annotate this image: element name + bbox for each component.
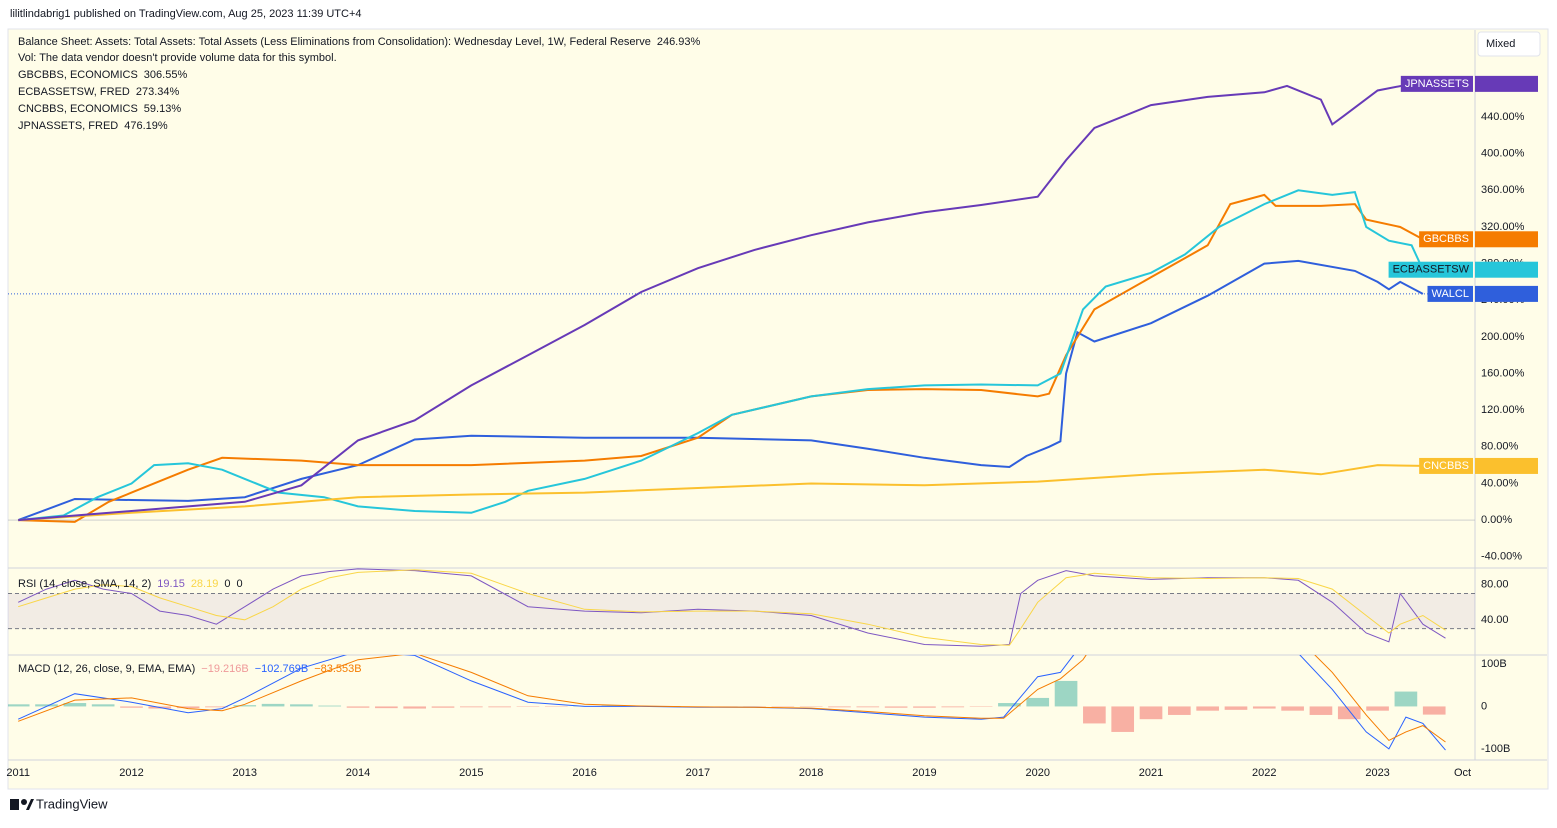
x-tick-label: 2018 xyxy=(799,767,823,779)
histogram-bar xyxy=(913,706,936,707)
histogram-bar xyxy=(1111,706,1134,732)
series-name-tag: CNCBBS xyxy=(1423,460,1469,472)
y-tick-label: 40.00% xyxy=(1481,477,1519,489)
y-tick-label: 320.00% xyxy=(1481,221,1525,233)
legend-label: ECBASSETSW, FRED xyxy=(18,86,130,98)
histogram-bar xyxy=(856,706,879,707)
y-tick-label: 80.00 xyxy=(1481,579,1509,591)
y-tick-label: -40.00% xyxy=(1481,551,1522,563)
histogram-bar xyxy=(460,706,483,707)
legend-value: 246.93% xyxy=(657,36,701,48)
histogram-bar xyxy=(1395,692,1418,707)
chart-area xyxy=(8,29,1548,789)
scale-button-label[interactable]: Mixed xyxy=(1486,38,1515,50)
histogram-bar xyxy=(375,706,398,708)
legend-value: 19.15 xyxy=(157,578,185,590)
x-tick-label: 2016 xyxy=(572,767,596,779)
legend-subtitle: Vol: The data vendor doesn't provide vol… xyxy=(18,52,337,64)
legend-label: Balance Sheet: Assets: Total Assets: Tot… xyxy=(18,36,651,48)
legend-value: 0 xyxy=(236,578,242,590)
y-tick-label: 100B xyxy=(1481,658,1507,670)
x-tick-label: 2013 xyxy=(233,767,257,779)
histogram-bar xyxy=(92,704,115,706)
histogram-bar xyxy=(1253,706,1276,708)
series-name-tag: WALCL xyxy=(1432,288,1470,300)
histogram-bar xyxy=(432,706,455,707)
price-tag xyxy=(1475,262,1538,278)
legend-value: 306.55% xyxy=(144,69,188,81)
histogram-bar xyxy=(1140,706,1163,719)
histogram-bar xyxy=(1168,706,1191,715)
histogram-bar xyxy=(1083,706,1106,723)
price-tag xyxy=(1475,286,1538,302)
x-tick-label: 2020 xyxy=(1025,767,1049,779)
legend-value: 476.19% xyxy=(124,120,168,132)
y-tick-label: 40.00 xyxy=(1481,614,1509,626)
y-tick-label: 440.00% xyxy=(1481,111,1525,123)
legend-value: 273.34% xyxy=(136,86,180,98)
y-tick-label: 400.00% xyxy=(1481,148,1525,160)
histogram-bar xyxy=(1366,706,1389,710)
histogram-bar xyxy=(262,704,285,707)
histogram-bar xyxy=(290,704,313,706)
series-name-tag: ECBASSETSW xyxy=(1393,264,1470,276)
price-tag xyxy=(1475,231,1538,247)
y-tick-label: 360.00% xyxy=(1481,184,1525,196)
x-tick-label: 2019 xyxy=(912,767,936,779)
publish-header: lilitlindabrig1 published on TradingView… xyxy=(10,8,362,20)
x-tick-label: 2014 xyxy=(346,767,370,779)
y-tick-label: 0.00% xyxy=(1481,514,1512,526)
histogram-bar xyxy=(7,704,30,706)
histogram-bar xyxy=(998,703,1021,706)
x-tick-label: 2022 xyxy=(1252,767,1276,779)
histogram-bar xyxy=(1423,706,1446,714)
legend-value: −102.769B xyxy=(255,663,309,675)
price-tag xyxy=(1475,458,1538,474)
histogram-bar xyxy=(828,706,851,707)
x-tick-label: 2012 xyxy=(119,767,143,779)
histogram-bar xyxy=(318,706,341,707)
histogram-bar xyxy=(1026,698,1049,707)
legend-label: CNCBBS, ECONOMICS xyxy=(18,103,138,115)
y-tick-label: 160.00% xyxy=(1481,367,1525,379)
logo xyxy=(10,799,34,810)
histogram-bar xyxy=(120,706,143,707)
x-tick-label: Oct xyxy=(1454,767,1471,779)
legend-label: RSI (14, close, SMA, 14, 2) xyxy=(18,578,151,590)
histogram-bar xyxy=(1338,706,1361,719)
legend-label: JPNASSETS, FRED xyxy=(18,120,118,132)
price-tag xyxy=(1475,76,1538,92)
y-tick-label: 0 xyxy=(1481,700,1487,712)
legend-value: −19.216B xyxy=(201,663,248,675)
histogram-bar xyxy=(1310,706,1333,715)
series-name-tag: GBCBBS xyxy=(1423,233,1469,245)
x-tick-label: 2023 xyxy=(1365,767,1389,779)
series-name-tag: JPNASSETS xyxy=(1405,78,1469,90)
legend-value: 59.13% xyxy=(144,103,182,115)
footer-brand: TradingView xyxy=(36,796,108,811)
histogram-bar xyxy=(403,706,426,708)
y-tick-label: -100B xyxy=(1481,743,1510,755)
x-tick-label: 2021 xyxy=(1139,767,1163,779)
histogram-bar xyxy=(1281,706,1304,710)
histogram-bar xyxy=(1196,706,1219,710)
legend-label: GBCBBS, ECONOMICS xyxy=(18,69,138,81)
legend-value: 0 xyxy=(224,578,230,590)
legend-value: −83.553B xyxy=(314,663,361,675)
x-tick-label: 2011 xyxy=(6,767,30,779)
histogram-bar xyxy=(1225,706,1248,709)
y-tick-label: 120.00% xyxy=(1481,404,1525,416)
x-tick-label: 2017 xyxy=(686,767,710,779)
y-tick-label: 200.00% xyxy=(1481,331,1525,343)
y-tick-label: 80.00% xyxy=(1481,441,1519,453)
histogram-bar xyxy=(488,706,511,707)
legend-label: MACD (12, 26, close, 9, EMA, EMA) xyxy=(18,663,195,675)
histogram-bar xyxy=(885,706,908,707)
histogram-bar xyxy=(941,706,964,707)
histogram-bar xyxy=(347,706,370,707)
legend-value: 28.19 xyxy=(191,578,219,590)
histogram-bar xyxy=(1055,681,1078,707)
x-tick-label: 2015 xyxy=(459,767,483,779)
